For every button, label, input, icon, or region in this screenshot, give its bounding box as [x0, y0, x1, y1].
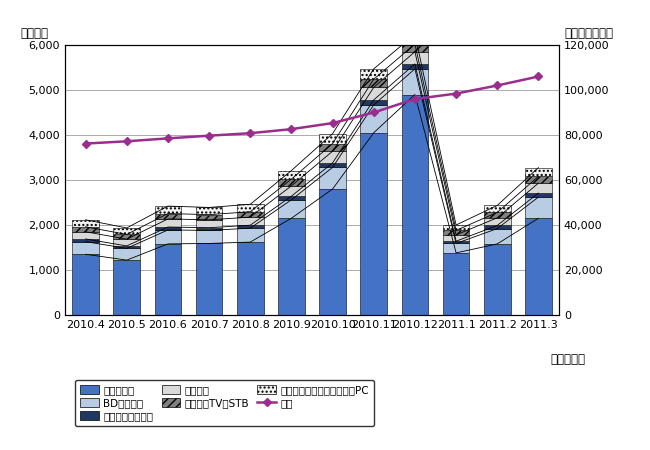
- Bar: [525, 193, 552, 197]
- Bar: [443, 225, 469, 230]
- Bar: [319, 134, 346, 144]
- Bar: [525, 168, 552, 176]
- Bar: [484, 218, 511, 225]
- Bar: [113, 234, 140, 239]
- Bar: [113, 248, 140, 260]
- Line: 累計: 累計: [83, 73, 541, 147]
- Bar: [237, 225, 264, 228]
- Bar: [484, 206, 511, 212]
- Bar: [196, 220, 222, 228]
- Bar: [360, 105, 387, 133]
- Bar: [155, 230, 181, 244]
- Bar: [72, 239, 99, 242]
- Bar: [525, 197, 552, 218]
- Bar: [319, 163, 346, 167]
- Bar: [525, 218, 552, 315]
- 累計: [123, 139, 131, 144]
- Bar: [402, 69, 428, 94]
- 累計: [287, 126, 295, 132]
- Bar: [360, 100, 387, 105]
- Bar: [278, 200, 305, 218]
- Bar: [155, 244, 181, 315]
- Legend: 薄型テレビ, BDレコーダ, デジタルレコーダ, チューナ, ケーブルTV用STB, 地上デジタルチューナ内蔵PC, 累計: 薄型テレビ, BDレコーダ, デジタルレコーダ, チューナ, ケーブルTV用ST…: [75, 380, 374, 426]
- Bar: [237, 217, 264, 225]
- Bar: [360, 87, 387, 100]
- Bar: [278, 218, 305, 315]
- Bar: [278, 171, 305, 179]
- Bar: [278, 196, 305, 200]
- Bar: [360, 69, 387, 79]
- 累計: [246, 130, 254, 136]
- Bar: [237, 228, 264, 242]
- 累計: [205, 133, 213, 139]
- Bar: [484, 212, 511, 218]
- Bar: [278, 179, 305, 186]
- Bar: [525, 176, 552, 183]
- Bar: [402, 52, 428, 64]
- Bar: [525, 183, 552, 193]
- Bar: [113, 246, 140, 248]
- Bar: [113, 239, 140, 246]
- Bar: [402, 64, 428, 69]
- Bar: [113, 228, 140, 234]
- 累計: [164, 136, 172, 141]
- Bar: [155, 206, 181, 214]
- Bar: [72, 232, 99, 239]
- Text: （千台）: （千台）: [21, 27, 49, 40]
- Bar: [319, 167, 346, 189]
- Bar: [360, 79, 387, 87]
- Bar: [196, 228, 222, 230]
- 累計: [370, 110, 378, 115]
- 累計: [82, 141, 90, 146]
- Bar: [278, 186, 305, 196]
- 累計: [411, 96, 419, 102]
- Bar: [196, 243, 222, 315]
- Bar: [443, 230, 469, 235]
- Bar: [237, 204, 264, 212]
- Bar: [360, 133, 387, 315]
- Bar: [72, 227, 99, 232]
- Bar: [319, 151, 346, 163]
- Bar: [155, 219, 181, 227]
- Bar: [237, 212, 264, 217]
- Bar: [443, 241, 469, 243]
- Bar: [484, 225, 511, 229]
- Bar: [484, 229, 511, 244]
- Bar: [443, 235, 469, 241]
- Bar: [113, 260, 140, 315]
- Bar: [196, 230, 222, 243]
- Text: （累計・千台）: （累計・千台）: [564, 27, 613, 40]
- Bar: [72, 220, 99, 227]
- 累計: [452, 91, 460, 96]
- Bar: [443, 253, 469, 315]
- Bar: [319, 144, 346, 151]
- Bar: [155, 227, 181, 230]
- Bar: [484, 244, 511, 315]
- 累計: [329, 121, 337, 126]
- Bar: [196, 207, 222, 215]
- Bar: [196, 215, 222, 220]
- Bar: [402, 44, 428, 52]
- Bar: [237, 242, 264, 315]
- 累計: [534, 74, 542, 79]
- 累計: [493, 83, 501, 88]
- Bar: [72, 254, 99, 315]
- Bar: [402, 34, 428, 44]
- Bar: [155, 214, 181, 219]
- Bar: [443, 243, 469, 253]
- Bar: [402, 94, 428, 315]
- Bar: [319, 189, 346, 315]
- Text: （年・月）: （年・月）: [550, 353, 585, 366]
- Bar: [72, 242, 99, 254]
